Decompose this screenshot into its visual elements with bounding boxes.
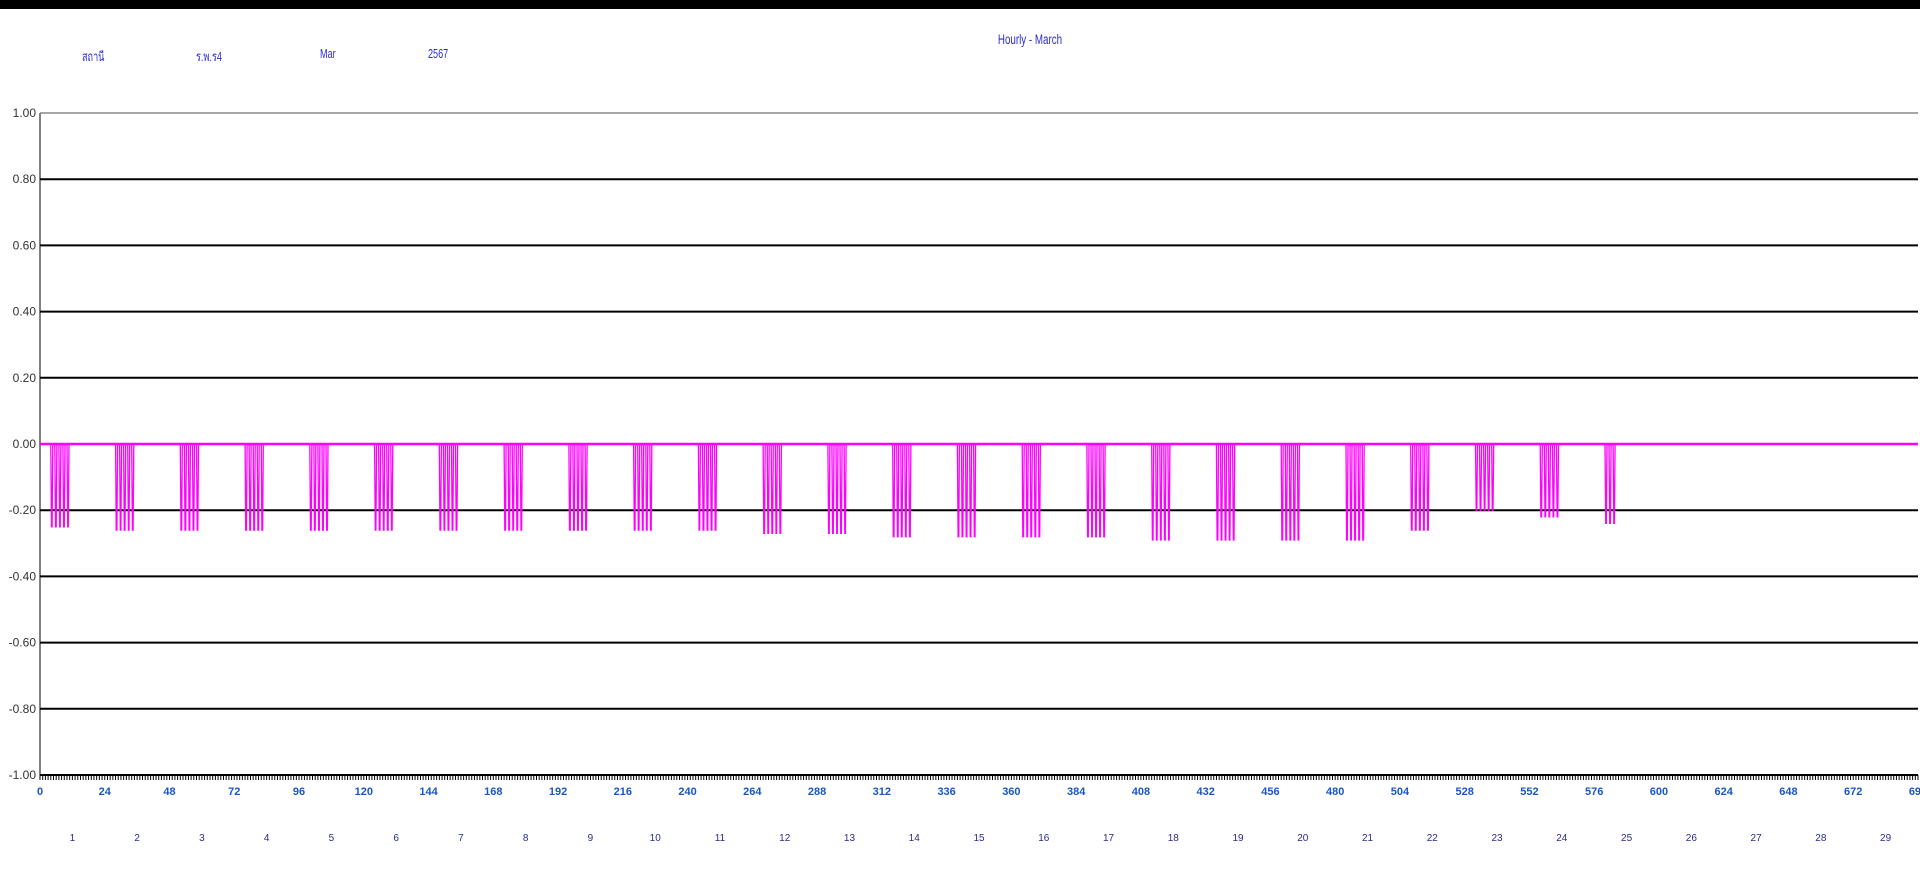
y-tick-label: 0.60: [13, 238, 37, 252]
x-tick-label: 72: [228, 786, 240, 798]
day-label: 14: [909, 833, 921, 844]
x-tick-label: 288: [808, 786, 826, 798]
header-station-name: ร.พ.ร4: [196, 49, 222, 64]
y-axis-ticks: 1.00 0.80 0.60 0.40 0.20 0.00 -0.20 -0.40 -0.60 -…: [9, 106, 37, 782]
day-label: 25: [1621, 833, 1633, 844]
header-year: 2567: [428, 46, 449, 61]
x-tick-label: 432: [1196, 786, 1214, 798]
day-label: 3: [199, 833, 205, 844]
x-tick-label: 144: [419, 786, 438, 798]
y-tick-label: -0.60: [9, 636, 37, 650]
x-tick-label: 240: [678, 786, 696, 798]
day-label: 11: [715, 833, 726, 844]
day-label: 10: [650, 833, 662, 844]
x-axis-minor-ticks: [39, 775, 1919, 780]
x-tick-label: 120: [355, 786, 373, 798]
x-tick-label: 624: [1715, 786, 1734, 798]
x-axis-ticks: 0 24 48 72 96 120 144 168 192 216 240 264 288 312 336 3…: [37, 786, 1920, 798]
x-tick-label: 648: [1779, 786, 1797, 798]
day-label: 29: [1880, 833, 1892, 844]
day-label: 27: [1751, 833, 1763, 844]
x-tick-label: 600: [1650, 786, 1668, 798]
x-tick-label: 24: [99, 786, 112, 798]
y-tick-label: 0.20: [13, 371, 37, 385]
x-tick-label: 576: [1585, 786, 1603, 798]
y-tick-label: 0.80: [13, 172, 37, 186]
header-station-label: สถานี: [82, 49, 105, 64]
day-label: 13: [844, 833, 856, 844]
day-label: 28: [1815, 833, 1827, 844]
x-tick-label: 552: [1520, 786, 1538, 798]
x-tick-label: 504: [1391, 786, 1410, 798]
series-line: [40, 443, 1918, 541]
y-tick-label: -0.20: [9, 503, 37, 517]
x-tick-label: 696: [1909, 786, 1920, 798]
x-tick-label: 528: [1456, 786, 1474, 798]
day-label: 20: [1297, 833, 1309, 844]
day-label: 2: [134, 833, 140, 844]
day-label: 9: [588, 833, 594, 844]
day-label: 19: [1232, 833, 1244, 844]
day-label: 26: [1686, 833, 1698, 844]
day-label: 4: [264, 833, 270, 844]
day-label: 5: [329, 833, 335, 844]
day-label: 7: [458, 833, 464, 844]
x-tick-label: 96: [293, 786, 305, 798]
day-label: 21: [1362, 833, 1374, 844]
day-label: 17: [1103, 833, 1115, 844]
series-group: [40, 442, 1918, 541]
y-tick-label: 0.00: [13, 437, 37, 451]
day-label: 16: [1038, 833, 1050, 844]
x-tick-label: 216: [614, 786, 632, 798]
day-label: 8: [523, 833, 529, 844]
day-labels: 1 2 3 4 5 6 7 8 9 10 11 12 13 14 15 16 17 18 19 20 21 22 23 24 2…: [70, 833, 1892, 844]
day-label: 1: [70, 833, 76, 844]
day-label: 22: [1427, 833, 1439, 844]
x-tick-label: 192: [549, 786, 567, 798]
x-tick-label: 480: [1326, 786, 1344, 798]
x-tick-label: 312: [873, 786, 891, 798]
x-tick-label: 408: [1132, 786, 1150, 798]
day-label: 12: [779, 833, 791, 844]
x-tick-label: 264: [743, 786, 762, 798]
y-tick-label: 1.00: [13, 106, 37, 120]
x-tick-label: 672: [1844, 786, 1862, 798]
day-label: 15: [973, 833, 985, 844]
y-tick-label: 0.40: [13, 305, 37, 319]
chart-title: Hourly - March: [998, 31, 1062, 47]
x-tick-label: 456: [1261, 786, 1279, 798]
x-tick-label: 384: [1067, 786, 1086, 798]
x-tick-label: 0: [37, 786, 43, 798]
y-tick-label: -1.00: [9, 768, 37, 782]
x-tick-label: 336: [937, 786, 955, 798]
day-label: 18: [1168, 833, 1180, 844]
y-tick-label: -0.80: [9, 702, 37, 716]
header-month: Mar: [320, 46, 336, 61]
x-tick-label: 360: [1002, 786, 1020, 798]
x-tick-label: 168: [484, 786, 502, 798]
x-tick-label: 48: [163, 786, 175, 798]
y-tick-label: -0.40: [9, 569, 37, 583]
day-label: 24: [1556, 833, 1568, 844]
day-label: 23: [1492, 833, 1504, 844]
day-label: 6: [393, 833, 399, 844]
top-border: [0, 0, 1920, 9]
